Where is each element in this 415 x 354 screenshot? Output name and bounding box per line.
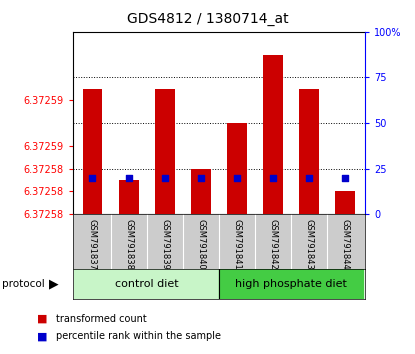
Text: ■: ■ [37,331,48,341]
Bar [155,89,175,214]
Text: GSM791840: GSM791840 [196,218,205,269]
Bar [219,269,364,299]
Bar [74,269,219,299]
Text: high phosphate diet: high phosphate diet [235,279,347,289]
Text: transformed count: transformed count [56,314,147,324]
Bar [83,89,103,214]
Text: GDS4812 / 1380714_at: GDS4812 / 1380714_at [127,12,288,27]
Text: GSM791841: GSM791841 [232,218,242,269]
Text: GSM791844: GSM791844 [341,218,350,269]
Bar [191,169,211,214]
Text: GSM791843: GSM791843 [305,218,314,269]
Bar [335,192,355,214]
Bar [263,55,283,214]
Text: ▶: ▶ [49,278,59,291]
Text: GSM791837: GSM791837 [88,218,97,269]
Point [198,175,204,181]
Point [270,175,276,181]
Text: control diet: control diet [115,279,178,289]
Bar [227,123,247,214]
Point [89,175,96,181]
Point [125,175,132,181]
Bar [119,180,139,214]
Text: ■: ■ [37,314,48,324]
Bar [299,89,319,214]
Text: percentile rank within the sample: percentile rank within the sample [56,331,221,341]
Point [161,175,168,181]
Point [342,175,349,181]
Text: GSM791839: GSM791839 [160,218,169,269]
Text: GSM791838: GSM791838 [124,218,133,269]
Point [306,175,312,181]
Text: protocol: protocol [2,279,45,289]
Text: GSM791842: GSM791842 [269,218,278,269]
Point [234,175,240,181]
